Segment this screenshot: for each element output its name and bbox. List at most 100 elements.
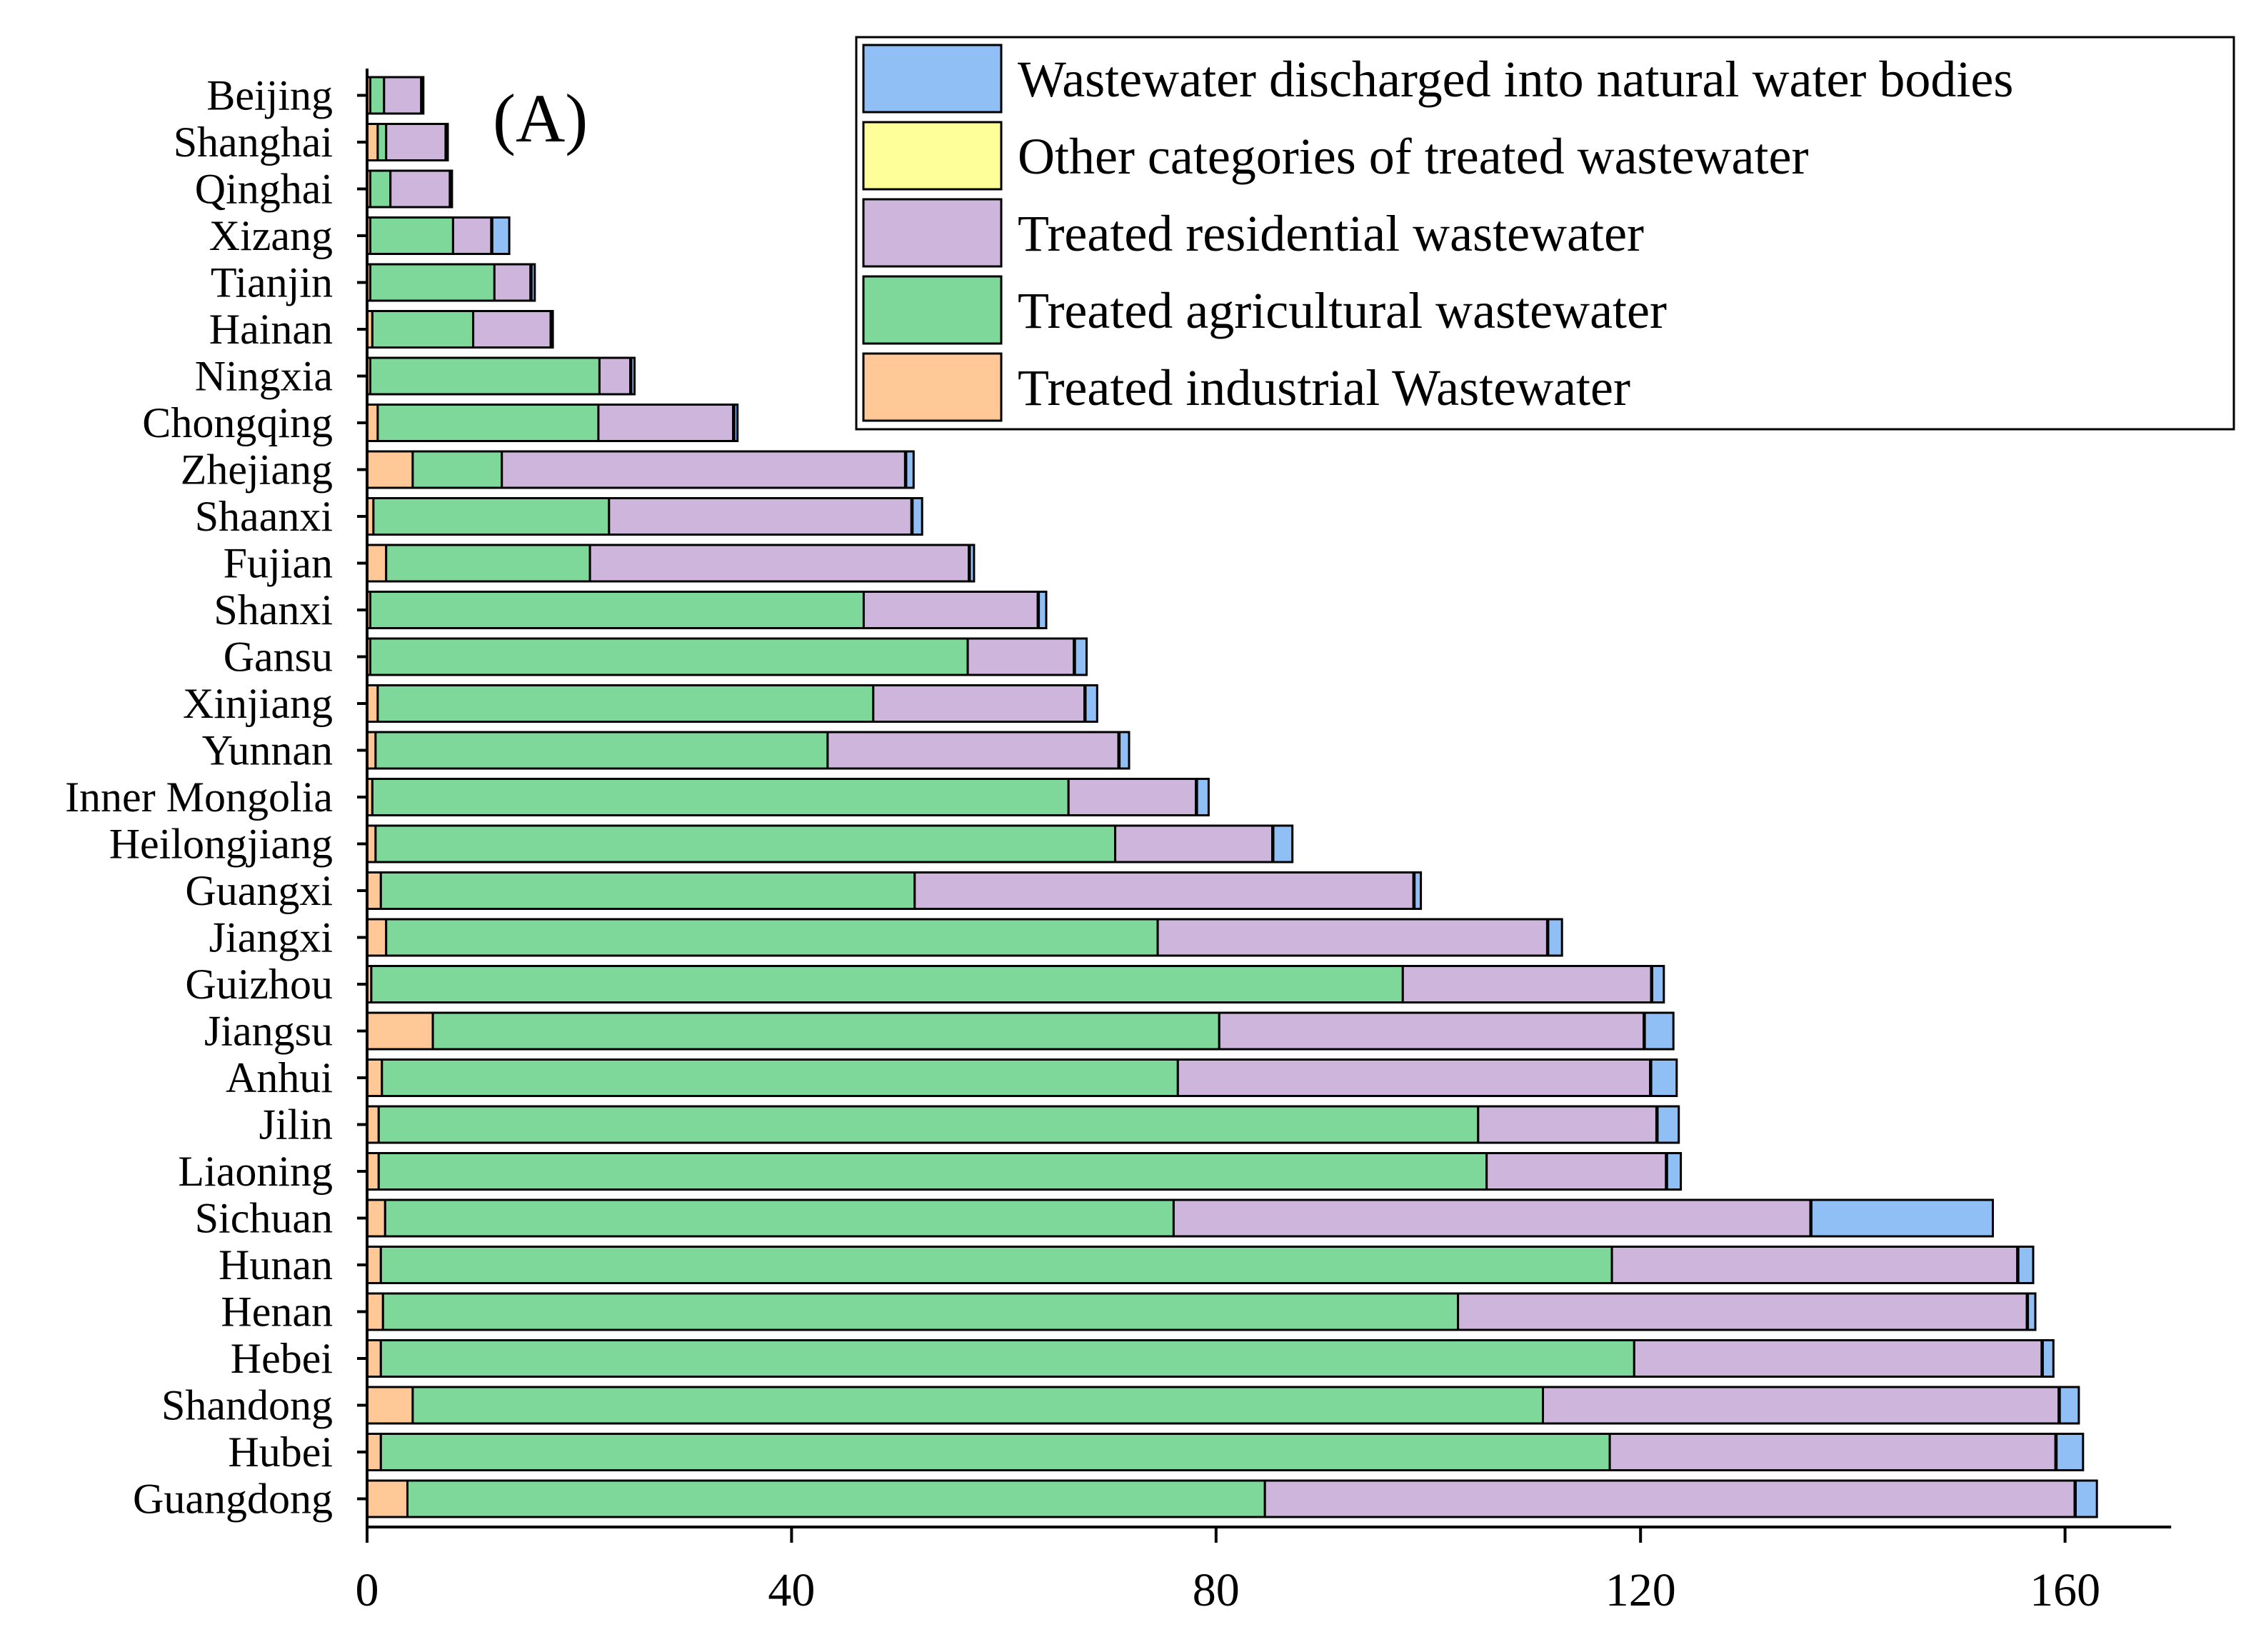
legend-frame <box>855 36 2235 431</box>
bar-hunan-series-4 <box>2017 1246 2035 1284</box>
category-label: Guizhou <box>185 961 333 1008</box>
bar-hainan-series-2 <box>472 310 552 349</box>
bar-zhejiang-series-1 <box>411 450 503 489</box>
bar-inner-mongolia-series-1 <box>371 778 1070 816</box>
bar-chongqing-series-1 <box>376 404 600 442</box>
bar-jilin-series-0 <box>366 1105 380 1144</box>
category-label: Inner Mongolia <box>65 774 333 821</box>
category-label: Xinjiang <box>183 680 333 727</box>
bar-shandong-series-2 <box>1542 1386 2060 1425</box>
bar-hebei-series-1 <box>379 1339 1635 1378</box>
bar-yunnan-series-2 <box>826 731 1120 770</box>
bar-ningxia-series-2 <box>598 356 632 396</box>
bar-anhui-series-2 <box>1176 1058 1652 1097</box>
bars-layer <box>366 76 2098 1518</box>
bar-jilin-series-4 <box>1656 1105 1680 1144</box>
bar-hebei-series-0 <box>366 1339 382 1378</box>
panel-label: (A) <box>493 80 588 156</box>
bar-guangxi-series-1 <box>379 871 916 910</box>
category-label: Chongqing <box>142 399 333 446</box>
category-label: Xizang <box>209 212 333 259</box>
bar-sichuan-series-2 <box>1172 1198 1812 1238</box>
bar-xinjiang-series-0 <box>366 684 379 723</box>
category-label: Shanghai <box>174 119 333 166</box>
bar-hunan-series-0 <box>366 1246 382 1284</box>
bar-liaoning-series-0 <box>366 1152 380 1191</box>
bar-ningxia-series-1 <box>369 356 601 396</box>
bar-inner-mongolia-series-2 <box>1067 778 1197 816</box>
bar-guangxi-series-2 <box>913 871 1415 910</box>
bar-anhui-series-0 <box>366 1058 383 1097</box>
bar-ningxia-series-4 <box>630 356 636 396</box>
x-tick-label: 80 <box>1193 1564 1240 1616</box>
bar-shanghai-series-0 <box>366 123 379 161</box>
bar-shanxi-series-4 <box>1038 591 1048 629</box>
bar-tianjin-series-1 <box>369 263 496 302</box>
bar-jiangsu-series-2 <box>1218 1011 1645 1051</box>
legend-swatch <box>862 275 1003 345</box>
x-tick-label: 120 <box>1605 1564 1676 1616</box>
category-label: Fujian <box>224 540 333 587</box>
category-label: Gansu <box>224 634 333 681</box>
bar-jilin-series-1 <box>377 1105 1480 1144</box>
bar-hainan-series-4 <box>551 310 554 349</box>
bar-hebei-series-4 <box>2041 1339 2055 1378</box>
bar-shanxi-series-1 <box>369 591 865 629</box>
bar-gansu-series-1 <box>369 637 969 676</box>
bar-hebei-series-2 <box>1633 1339 2043 1378</box>
bar-qinghai-series-2 <box>389 169 451 209</box>
bar-jiangsu-series-1 <box>431 1011 1220 1051</box>
x-tick-label: 40 <box>768 1564 815 1616</box>
category-label: Guangxi <box>185 867 333 914</box>
legend-label: Treated industrial Wastewater <box>1018 359 1630 416</box>
category-label: Shaanxi <box>195 493 333 540</box>
bar-shandong-series-0 <box>366 1386 414 1425</box>
bar-xinjiang-series-2 <box>872 684 1086 723</box>
bar-gansu-series-2 <box>966 637 1076 676</box>
x-tick-labels: 0 40 80 120 160 <box>356 1564 2101 1616</box>
bar-fujian-series-1 <box>385 544 591 583</box>
x-tick-label: 160 <box>2030 1564 2100 1616</box>
bar-jiangxi-series-0 <box>366 918 388 957</box>
axes-layer <box>357 69 2172 1543</box>
bar-jiangxi-series-2 <box>1156 918 1548 957</box>
bar-fujian-series-0 <box>366 544 388 583</box>
category-label: Hainan <box>209 306 333 353</box>
bar-liaoning-series-1 <box>377 1152 1488 1191</box>
bar-hunan-series-1 <box>379 1246 1613 1284</box>
bar-shanxi-series-2 <box>862 591 1039 629</box>
bar-xizang-series-1 <box>369 216 454 255</box>
bar-shandong-series-4 <box>2058 1386 2080 1425</box>
bar-guangdong-series-4 <box>2075 1479 2098 1518</box>
bar-guangxi-series-0 <box>366 871 382 910</box>
category-label: Anhui <box>226 1054 333 1101</box>
bar-jiangsu-series-4 <box>1643 1011 1675 1051</box>
bar-guangxi-series-4 <box>1413 871 1423 910</box>
bar-guizhou-series-2 <box>1401 965 1653 1003</box>
category-label: Yunnan <box>202 727 333 774</box>
bar-beijing-series-1 <box>369 76 386 115</box>
legend-label: Other categories of treated wastewater <box>1018 128 1808 185</box>
bar-heilongjiang-series-4 <box>1272 824 1294 863</box>
category-label: Jiangsu <box>204 1008 333 1055</box>
bar-shanghai-series-2 <box>385 123 447 161</box>
bar-guangdong-series-1 <box>406 1479 1266 1518</box>
bar-jiangxi-series-4 <box>1547 918 1563 957</box>
category-label: Hunan <box>219 1241 333 1288</box>
bar-yunnan-series-4 <box>1118 731 1130 770</box>
category-label: Shanxi <box>214 586 333 634</box>
bar-beijing-series-2 <box>383 76 423 115</box>
bar-anhui-series-1 <box>381 1058 1179 1097</box>
bar-chongqing-series-4 <box>733 404 739 442</box>
bar-hainan-series-1 <box>371 310 475 349</box>
bar-hubei-series-4 <box>2055 1433 2085 1471</box>
bar-henan-series-4 <box>2027 1292 2037 1331</box>
legend-label: Treated agricultural wastewater <box>1018 282 1667 339</box>
category-label: Qinghai <box>195 166 333 213</box>
category-label: Tianjin <box>211 259 333 306</box>
bar-sichuan-series-4 <box>1810 1198 1994 1238</box>
bar-inner-mongolia-series-4 <box>1195 778 1210 816</box>
bar-fujian-series-2 <box>588 544 971 583</box>
bar-gansu-series-4 <box>1073 637 1088 676</box>
bar-qinghai-series-1 <box>369 169 392 209</box>
